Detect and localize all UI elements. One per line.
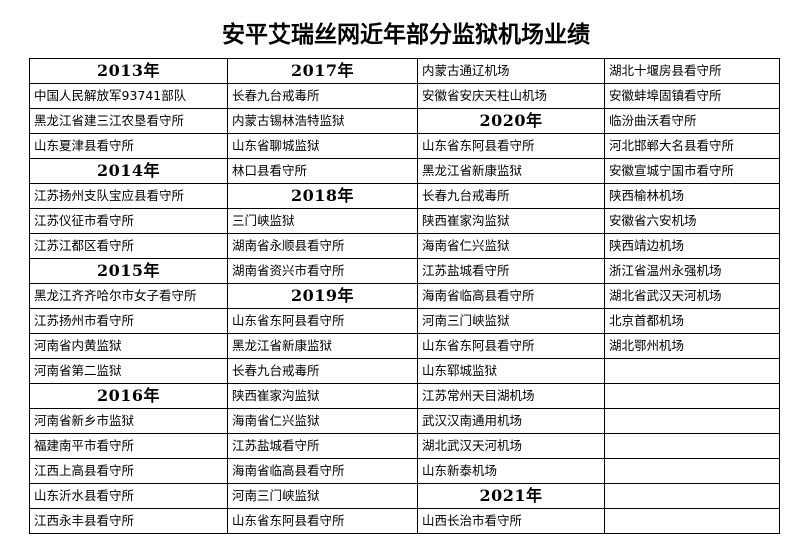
entry-cell: 长春九台戒毒所 xyxy=(227,358,418,384)
table-row: 2014年 林口县看守所 黑龙江省新康监狱 安徽宣城宁国市看守所 xyxy=(29,158,780,184)
entry-cell: 三门峡监狱 xyxy=(227,208,418,234)
empty-cell xyxy=(604,358,780,384)
table-row: 江苏仪征市看守所 三门峡监狱 陕西崔家沟监狱 安徽省六安机场 xyxy=(29,208,780,234)
entry-cell: 河南三门峡监狱 xyxy=(227,483,418,509)
empty-cell xyxy=(604,483,780,509)
entry-cell: 山东省东阿县看守所 xyxy=(227,308,418,334)
table-row: 2015年 湖南省资兴市看守所 江苏盐城看守所 浙江省温州永强机场 xyxy=(29,258,780,284)
entry-cell: 黑龙江省新康监狱 xyxy=(417,158,605,184)
entry-cell: 江苏江都区看守所 xyxy=(29,233,228,259)
entry-cell: 安徽省六安机场 xyxy=(604,208,780,234)
entry-cell: 江苏扬州市看守所 xyxy=(29,308,228,334)
page-title: 安平艾瑞丝网近年部分监狱机场业绩 xyxy=(222,21,590,48)
year-header-cell: 2013年 xyxy=(29,58,228,84)
table-row: 福建南平市看守所 江苏盐城看守所 湖北武汉天河机场 xyxy=(29,433,780,459)
table-row: 山东沂水县看守所 河南三门峡监狱 2021年 xyxy=(29,483,780,509)
entry-cell: 武汉汉南通用机场 xyxy=(417,408,605,434)
entry-cell: 中国人民解放军93741部队 xyxy=(29,83,228,109)
table-row: 黑龙江省建三江农垦看守所 内蒙古锡林浩特监狱 2020年 临汾曲沃看守所 xyxy=(29,108,780,134)
entry-cell: 山东沂水县看守所 xyxy=(29,483,228,509)
empty-cell xyxy=(604,458,780,484)
entry-cell: 河南三门峡监狱 xyxy=(417,308,605,334)
entry-cell: 江西上高县看守所 xyxy=(29,458,228,484)
entry-cell: 安徽蚌埠固镇看守所 xyxy=(604,83,780,109)
entry-cell: 湖北鄂州机场 xyxy=(604,333,780,359)
empty-cell xyxy=(604,508,780,534)
table-row: 山东夏津县看守所 山东省聊城监狱 山东省东阿县看守所 河北邯郸大名县看守所 xyxy=(29,133,780,159)
entry-cell: 海南省临高县看守所 xyxy=(417,283,605,309)
entry-cell: 长春九台戒毒所 xyxy=(227,83,418,109)
table-row: 2013年 2017年 内蒙古通辽机场 湖北十堰房县看守所 xyxy=(29,58,780,84)
year-header-cell: 2020年 xyxy=(417,108,605,134)
entry-cell: 海南省仁兴监狱 xyxy=(417,233,605,259)
table-row: 江西永丰县看守所 山东省东阿县看守所 山西长治市看守所 xyxy=(29,508,780,534)
table-row: 江西上高县看守所 海南省临高县看守所 山东新泰机场 xyxy=(29,458,780,484)
empty-cell xyxy=(604,383,780,409)
entry-cell: 河南省第二监狱 xyxy=(29,358,228,384)
year-header-cell: 2021年 xyxy=(417,483,605,509)
entry-cell: 内蒙古锡林浩特监狱 xyxy=(227,108,418,134)
table-row: 河南省内黄监狱 黑龙江省新康监狱 山东省东阿县看守所 湖北鄂州机场 xyxy=(29,333,780,359)
entry-cell: 安徽省安庆天柱山机场 xyxy=(417,83,605,109)
entry-cell: 河北邯郸大名县看守所 xyxy=(604,133,780,159)
table-row: 江苏江都区看守所 湖南省永顺县看守所 海南省仁兴监狱 陕西靖边机场 xyxy=(29,233,780,259)
entry-cell: 湖南省永顺县看守所 xyxy=(227,233,418,259)
entry-cell: 江苏仪征市看守所 xyxy=(29,208,228,234)
table-row: 江苏扬州支队宝应县看守所 2018年 长春九台戒毒所 陕西榆林机场 xyxy=(29,183,780,209)
entry-cell: 江苏盐城看守所 xyxy=(227,433,418,459)
entry-cell: 江西永丰县看守所 xyxy=(29,508,228,534)
table-row: 2016年 陕西崔家沟监狱 江苏常州天目湖机场 xyxy=(29,383,780,409)
entry-cell: 河南省新乡市监狱 xyxy=(29,408,228,434)
entry-cell: 黑龙江齐齐哈尔市女子看守所 xyxy=(29,283,228,309)
entry-cell: 山东省东阿县看守所 xyxy=(417,333,605,359)
entry-cell: 陕西靖边机场 xyxy=(604,233,780,259)
year-header-cell: 2019年 xyxy=(227,283,418,309)
table-row: 中国人民解放军93741部队 长春九台戒毒所 安徽省安庆天柱山机场 安徽蚌埠固镇看守所 xyxy=(29,83,780,109)
entry-cell: 长春九台戒毒所 xyxy=(417,183,605,209)
entry-cell: 山西长治市看守所 xyxy=(417,508,605,534)
entry-cell: 北京首都机场 xyxy=(604,308,780,334)
year-header-cell: 2017年 xyxy=(227,58,418,84)
entry-cell: 陕西崔家沟监狱 xyxy=(417,208,605,234)
entry-cell: 山东省东阿县看守所 xyxy=(417,133,605,159)
year-header-cell: 2014年 xyxy=(29,158,228,184)
entry-cell: 湖南省资兴市看守所 xyxy=(227,258,418,284)
entry-cell: 山东夏津县看守所 xyxy=(29,133,228,159)
entry-cell: 江苏盐城看守所 xyxy=(417,258,605,284)
entry-cell: 湖北十堰房县看守所 xyxy=(604,58,780,84)
entry-cell: 海南省仁兴监狱 xyxy=(227,408,418,434)
entry-cell: 林口县看守所 xyxy=(227,158,418,184)
entry-cell: 湖北省武汉天河机场 xyxy=(604,283,780,309)
entry-cell: 河南省内黄监狱 xyxy=(29,333,228,359)
table-body: 2013年 2017年 内蒙古通辽机场 湖北十堰房县看守所 中国人民解放军93741部队… xyxy=(29,58,780,534)
entry-cell: 陕西崔家沟监狱 xyxy=(227,383,418,409)
entry-cell: 内蒙古通辽机场 xyxy=(417,58,605,84)
empty-cell xyxy=(604,408,780,434)
empty-cell xyxy=(604,433,780,459)
entry-cell: 临汾曲沃看守所 xyxy=(604,108,780,134)
entry-cell: 山东郓城监狱 xyxy=(417,358,605,384)
entry-cell: 福建南平市看守所 xyxy=(29,433,228,459)
year-header-cell: 2018年 xyxy=(227,183,418,209)
entry-cell: 山东省东阿县看守所 xyxy=(227,508,418,534)
table-row: 河南省新乡市监狱 海南省仁兴监狱 武汉汉南通用机场 xyxy=(29,408,780,434)
entry-cell: 海南省临高县看守所 xyxy=(227,458,418,484)
entry-cell: 浙江省温州永强机场 xyxy=(604,258,780,284)
performance-table: 2013年 2017年 内蒙古通辽机场 湖北十堰房县看守所 中国人民解放军93741部队… xyxy=(29,58,780,534)
entry-cell: 黑龙江省新康监狱 xyxy=(227,333,418,359)
table-row: 河南省第二监狱 长春九台戒毒所 山东郓城监狱 xyxy=(29,358,780,384)
entry-cell: 陕西榆林机场 xyxy=(604,183,780,209)
entry-cell: 山东省聊城监狱 xyxy=(227,133,418,159)
table-row: 黑龙江齐齐哈尔市女子看守所 2019年 海南省临高县看守所 湖北省武汉天河机场 xyxy=(29,283,780,309)
entry-cell: 湖北武汉天河机场 xyxy=(417,433,605,459)
entry-cell: 江苏扬州支队宝应县看守所 xyxy=(29,183,228,209)
year-header-cell: 2015年 xyxy=(29,258,228,284)
entry-cell: 山东新泰机场 xyxy=(417,458,605,484)
table-row: 江苏扬州市看守所 山东省东阿县看守所 河南三门峡监狱 北京首都机场 xyxy=(29,308,780,334)
entry-cell: 江苏常州天目湖机场 xyxy=(417,383,605,409)
entry-cell: 安徽宣城宁国市看守所 xyxy=(604,158,780,184)
year-header-cell: 2016年 xyxy=(29,383,228,409)
entry-cell: 黑龙江省建三江农垦看守所 xyxy=(29,108,228,134)
